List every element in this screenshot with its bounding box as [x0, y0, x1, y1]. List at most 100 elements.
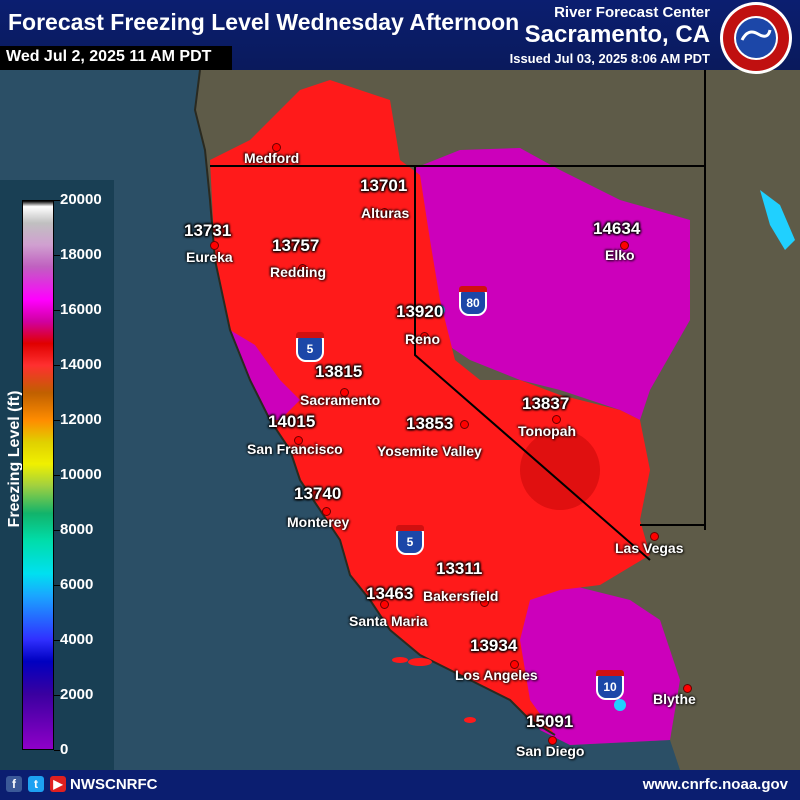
freezing-level-value: 13853 — [406, 414, 454, 433]
freezing-level-value: 13837 — [522, 394, 570, 413]
legend-tick-label: 14000 — [60, 356, 102, 373]
channel-island — [392, 657, 408, 663]
city-name: Reno — [405, 331, 440, 347]
page-title: Forecast Freezing Level Wednesday Aftern… — [8, 9, 520, 35]
website-link[interactable]: www.cnrfc.noaa.gov — [642, 776, 788, 793]
legend-tick-label: 2000 — [60, 686, 94, 703]
freezing-zone-coast — [230, 330, 300, 420]
legend-tick-label: 16000 — [60, 301, 102, 318]
legend-tick-label: 4000 — [60, 631, 94, 648]
channel-island — [464, 717, 476, 723]
city-marker — [294, 436, 303, 445]
freezing-level-value: 13731 — [184, 221, 232, 240]
city-name: Elko — [605, 247, 635, 263]
city-marker — [460, 420, 469, 429]
legend-tick-mark — [54, 200, 60, 201]
freezing-level-value: 13740 — [294, 484, 342, 503]
freezing-level-value: 13920 — [396, 302, 444, 321]
rfc-label: River Forecast Center — [554, 4, 710, 21]
twitter-icon[interactable]: t — [28, 776, 44, 792]
legend-tick-label: 6000 — [60, 576, 94, 593]
city-name: Redding — [270, 264, 326, 280]
valid-time: Wed Jul 2, 2025 11 AM PDT — [6, 48, 212, 65]
city-name: Yosemite Valley — [377, 443, 482, 459]
city-marker — [620, 241, 629, 250]
interstate-shield: 10 — [596, 670, 624, 700]
freezing-level-value: 13757 — [272, 236, 320, 255]
freezing-level-value: 13934 — [470, 636, 518, 655]
city-name: Tonopah — [518, 423, 577, 439]
facebook-icon[interactable]: f — [6, 776, 22, 792]
city-name: Las Vegas — [615, 540, 684, 556]
youtube-icon[interactable]: ▶ — [50, 776, 66, 792]
city-name: Santa Maria — [349, 613, 428, 629]
city-marker — [480, 598, 489, 607]
legend-tick-mark — [54, 750, 60, 751]
city-name: Los Angeles — [455, 667, 538, 683]
freezing-level-value: 13463 — [366, 584, 414, 603]
legend-tick-mark — [54, 695, 60, 696]
legend-tick-label: 0 — [60, 741, 69, 758]
city-name: Eureka — [186, 249, 233, 265]
city-name: Bakersfield — [423, 588, 499, 604]
city-marker — [650, 532, 659, 541]
interstate-shield: 5 — [396, 525, 424, 555]
city-name: Blythe — [653, 691, 696, 707]
freezing-level-value: 14015 — [268, 412, 316, 431]
salton-sea — [614, 699, 626, 711]
channel-island — [408, 658, 432, 666]
legend-tick-mark — [54, 640, 60, 641]
valid-time-bar — [0, 46, 232, 70]
city-name: Sacramento — [300, 392, 381, 408]
nws-logo — [720, 2, 792, 74]
legend-tick-label: 10000 — [60, 466, 102, 483]
footer-bar — [0, 770, 800, 800]
city-name: San Francisco — [247, 441, 343, 457]
social-handle[interactable]: NWSCNRFC — [70, 776, 158, 793]
city-marker — [322, 507, 331, 516]
lake-tahoe — [435, 305, 445, 315]
city-marker — [298, 264, 307, 273]
freezing-level-value: 13311 — [436, 559, 483, 578]
legend-tick-mark — [54, 420, 60, 421]
freezing-zone-nevada — [415, 148, 690, 420]
freezing-zone-california — [210, 80, 650, 735]
city-marker — [552, 415, 561, 424]
legend-tick-mark — [54, 365, 60, 366]
coastline — [193, 69, 556, 736]
rfc-name: Sacramento, CA — [524, 21, 710, 48]
city-marker — [340, 388, 349, 397]
legend-tick-mark — [54, 475, 60, 476]
legend-tick-mark — [54, 530, 60, 531]
freezing-level-value: 14634 — [593, 219, 641, 238]
legend-tick-label: 8000 — [60, 521, 94, 538]
freezing-level-value: 13815 — [315, 362, 363, 381]
color-scale-bar — [22, 200, 54, 750]
state-borders — [210, 70, 706, 561]
city-marker — [510, 660, 519, 669]
legend-tick-mark — [54, 255, 60, 256]
city-name: Alturas — [361, 205, 410, 221]
issued-time: Issued Jul 03, 2025 8:06 AM PDT — [509, 51, 710, 66]
interstate-shield: 80 — [459, 286, 487, 316]
legend-tick-mark — [54, 585, 60, 586]
city-marker — [210, 241, 219, 250]
freezing-zone-socal — [510, 585, 680, 745]
city-name: Medford — [244, 150, 300, 166]
legend-tick-label: 20000 — [60, 191, 102, 208]
legend-tick-label: 18000 — [60, 246, 102, 263]
legend-tick-mark — [54, 310, 60, 311]
freezing-level-value: 15091 — [526, 712, 574, 731]
interstate-shield: 5 — [296, 332, 324, 362]
city-name: San Diego — [516, 743, 585, 759]
legend-tick-label: 12000 — [60, 411, 102, 428]
city-marker — [380, 600, 389, 609]
city-marker — [272, 143, 281, 152]
great-salt-lake — [760, 190, 795, 250]
city-marker — [380, 208, 389, 217]
shade-region — [520, 430, 600, 510]
city-marker — [420, 332, 429, 341]
city-marker — [548, 736, 557, 745]
